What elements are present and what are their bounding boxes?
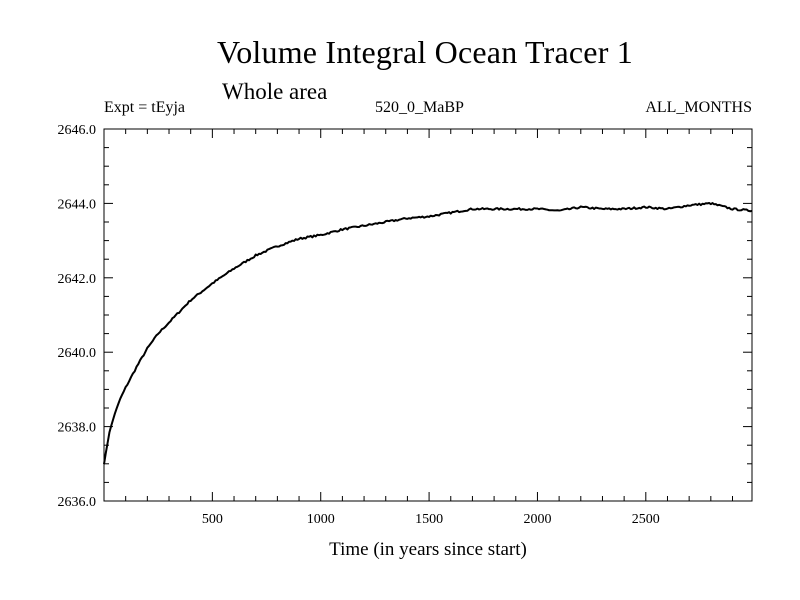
y-tick-label: 2646.0 [58, 123, 97, 138]
x-axis-label: Time (in years since start) [329, 539, 527, 560]
chart-subtitle: Whole area [222, 79, 328, 104]
y-tick-label: 2638.0 [58, 421, 97, 436]
y-tick-label: 2642.0 [58, 272, 97, 287]
x-tick-label: 1000 [307, 512, 335, 527]
months-label: ALL_MONTHS [645, 99, 752, 116]
axis-tick-labels: 500 1000 1500 2000 2500 2636.0 2638.0 2640.0 264… [58, 123, 660, 527]
experiment-label: Expt = tEyja [104, 99, 186, 116]
x-tick-label: 500 [202, 512, 223, 527]
x-tick-label: 2000 [523, 512, 551, 527]
x-tick-label: 2500 [632, 512, 660, 527]
plot-frame [103, 128, 753, 502]
series-group [103, 201, 753, 465]
series-line [103, 201, 753, 465]
x-tick-label: 1500 [415, 512, 443, 527]
period-label: 520_0_MaBP [375, 99, 464, 116]
chart-title: Volume Integral Ocean Tracer 1 [217, 34, 633, 70]
axis-ticks [104, 128, 752, 502]
y-tick-label: 2636.0 [58, 495, 97, 510]
y-tick-label: 2644.0 [58, 197, 97, 212]
y-tick-label: 2640.0 [58, 346, 97, 361]
